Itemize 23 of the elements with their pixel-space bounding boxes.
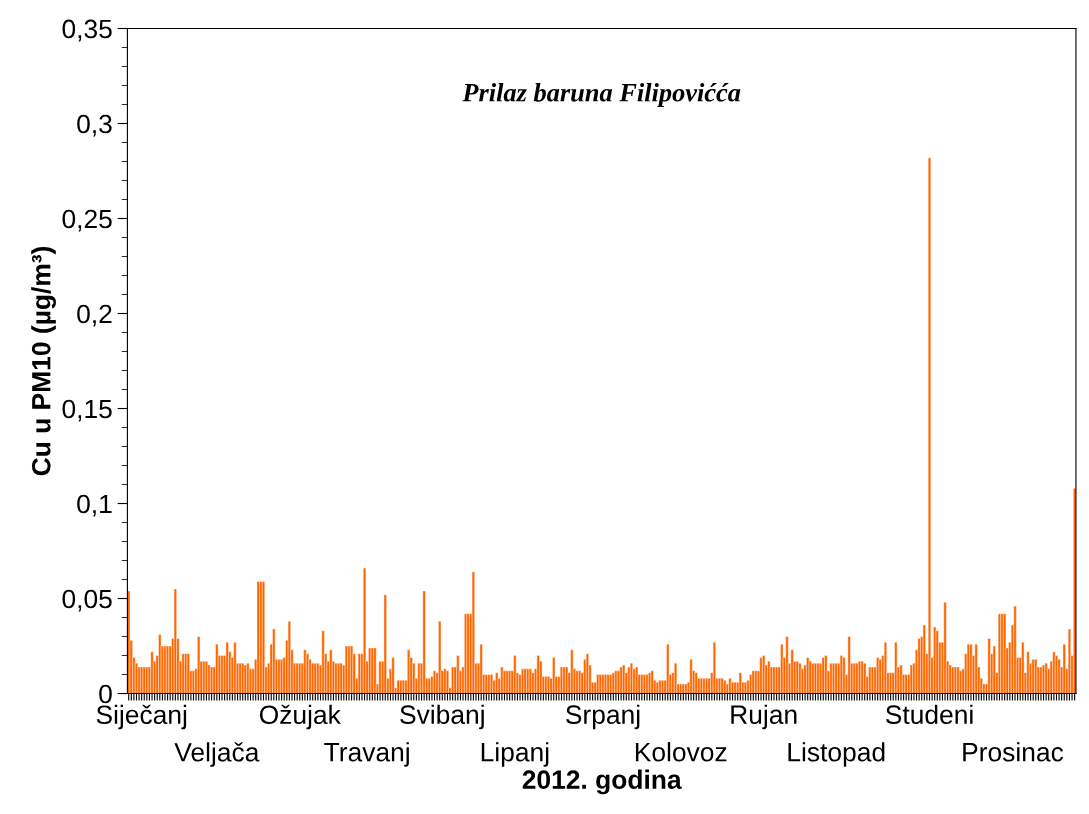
x-tick-label: Prosinac <box>963 742 1064 762</box>
x-axis-title: 2012. godina <box>522 769 682 795</box>
x-tick-label: Veljača <box>174 742 260 767</box>
y-tick-label: 0,05 <box>62 589 112 612</box>
x-tick-label: Srpanj <box>566 704 640 730</box>
y-tick-label: 0,3 <box>77 114 112 137</box>
y-tick-label: 0 <box>99 684 112 704</box>
text: Prilaz baruna Filipovićća <box>462 83 741 107</box>
y-tick-label: 0,15 <box>62 399 112 422</box>
y-tick-label: 0,1 <box>77 494 112 517</box>
y-tick-label: 0,2 <box>77 304 112 327</box>
x-tick-label: Siječanj <box>96 704 187 730</box>
y-tick-label: 0,25 <box>62 209 112 232</box>
y-tick-label: 0,35 <box>62 19 112 42</box>
x-tick-label: Kolovoz <box>635 742 727 762</box>
x-tick-label: Travanj <box>324 742 409 767</box>
x-tick-label: Ožujak <box>259 704 341 730</box>
y-axis-title: Cu u PM10 (µg/m³) <box>31 246 56 476</box>
x-tick-label: Rujan <box>731 704 797 730</box>
x-tick-label: Lipanj <box>481 742 549 767</box>
x-tick-label: Listopad <box>788 742 885 767</box>
x-tick-label: Studeni <box>885 704 973 725</box>
x-tick-label: Svibanj <box>400 704 484 730</box>
